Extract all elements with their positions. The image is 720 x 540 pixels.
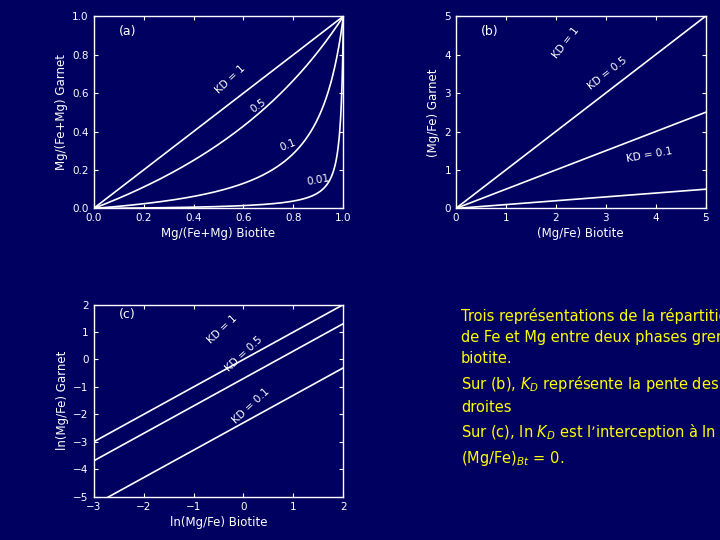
- Text: (c): (c): [119, 308, 135, 321]
- Y-axis label: (Mg/Fe) Garnet: (Mg/Fe) Garnet: [427, 68, 440, 157]
- Text: 0.5: 0.5: [248, 97, 268, 114]
- Y-axis label: ln(Mg/Fe) Garnet: ln(Mg/Fe) Garnet: [56, 351, 69, 450]
- Text: KD = 0.5: KD = 0.5: [223, 335, 264, 374]
- Text: KD = 0.1: KD = 0.1: [231, 387, 272, 426]
- X-axis label: (Mg/Fe) Biotite: (Mg/Fe) Biotite: [537, 227, 624, 240]
- Text: 0.1: 0.1: [279, 137, 297, 153]
- Text: KD = 1: KD = 1: [214, 63, 247, 95]
- Text: KD = 1: KD = 1: [551, 25, 581, 60]
- Text: KD = 0.1: KD = 0.1: [626, 146, 673, 164]
- Text: 0.01: 0.01: [306, 173, 330, 187]
- Text: KD = 0.5: KD = 0.5: [585, 55, 629, 91]
- Y-axis label: Mg/(Fe+Mg) Garnet: Mg/(Fe+Mg) Garnet: [55, 55, 68, 170]
- X-axis label: Mg/(Fe+Mg) Biotite: Mg/(Fe+Mg) Biotite: [161, 227, 276, 240]
- Text: Trois représentations de la répartition
de Fe et Mg entre deux phases grenat et
: Trois représentations de la répartition …: [461, 308, 720, 468]
- Text: (b): (b): [481, 25, 498, 38]
- X-axis label: ln(Mg/Fe) Biotite: ln(Mg/Fe) Biotite: [170, 516, 267, 529]
- Text: KD = 1: KD = 1: [206, 313, 240, 345]
- Text: (a): (a): [119, 25, 136, 38]
